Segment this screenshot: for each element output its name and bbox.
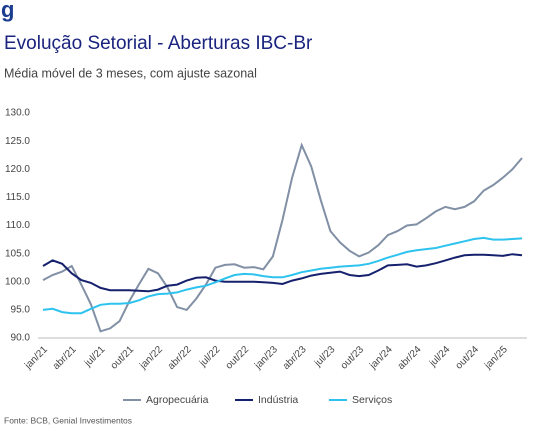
x-tick-label: out/24 xyxy=(454,344,482,372)
x-tick-label: out/21 xyxy=(109,344,137,372)
y-tick-label: 125.0 xyxy=(5,136,30,147)
x-tick-label: out/22 xyxy=(224,344,252,372)
x-tick-label: jul/22 xyxy=(197,344,223,370)
x-tick-label: jan/23 xyxy=(252,344,280,372)
legend-label: Agropecuária xyxy=(146,394,209,406)
y-tick-label: 90.0 xyxy=(11,333,31,344)
source: Fonte: BCB, Genial Investimentos xyxy=(4,415,132,425)
x-tick-label: jul/23 xyxy=(312,344,338,370)
x-tick-label: abr/24 xyxy=(396,344,424,372)
series-line xyxy=(42,236,523,315)
x-tick-label: jul/21 xyxy=(82,344,108,370)
x-tick-label: jan/22 xyxy=(137,344,165,372)
x-tick-label: abr/21 xyxy=(51,344,79,372)
series-line xyxy=(42,253,523,293)
chart-title: Evolução Setorial - Aberturas IBC-Br xyxy=(4,33,313,54)
x-tick-label: jan/21 xyxy=(22,344,50,372)
y-tick-label: 100.0 xyxy=(5,276,30,287)
series-line xyxy=(42,142,523,333)
logo: g xyxy=(1,0,14,22)
x-tick-label: out/23 xyxy=(339,344,367,372)
y-tick-label: 130.0 xyxy=(5,108,30,119)
legend-label: Serviços xyxy=(352,394,392,406)
x-tick-label: abr/23 xyxy=(281,344,309,372)
x-tick-label: abr/22 xyxy=(166,344,194,372)
y-tick-label: 120.0 xyxy=(5,164,30,175)
x-tick-label: jul/24 xyxy=(427,344,453,370)
y-tick-label: 105.0 xyxy=(5,248,30,259)
y-tick-label: 110.0 xyxy=(6,220,31,231)
x-tick-label: jan/24 xyxy=(367,344,395,372)
x-tick-label: jan/25 xyxy=(482,344,510,372)
y-tick-label: 95.0 xyxy=(11,305,31,316)
y-tick-label: 115.0 xyxy=(6,192,31,203)
legend-label: Indústria xyxy=(258,394,298,406)
chart-subtitle: Média móvel de 3 meses, com ajuste sazon… xyxy=(4,66,257,80)
